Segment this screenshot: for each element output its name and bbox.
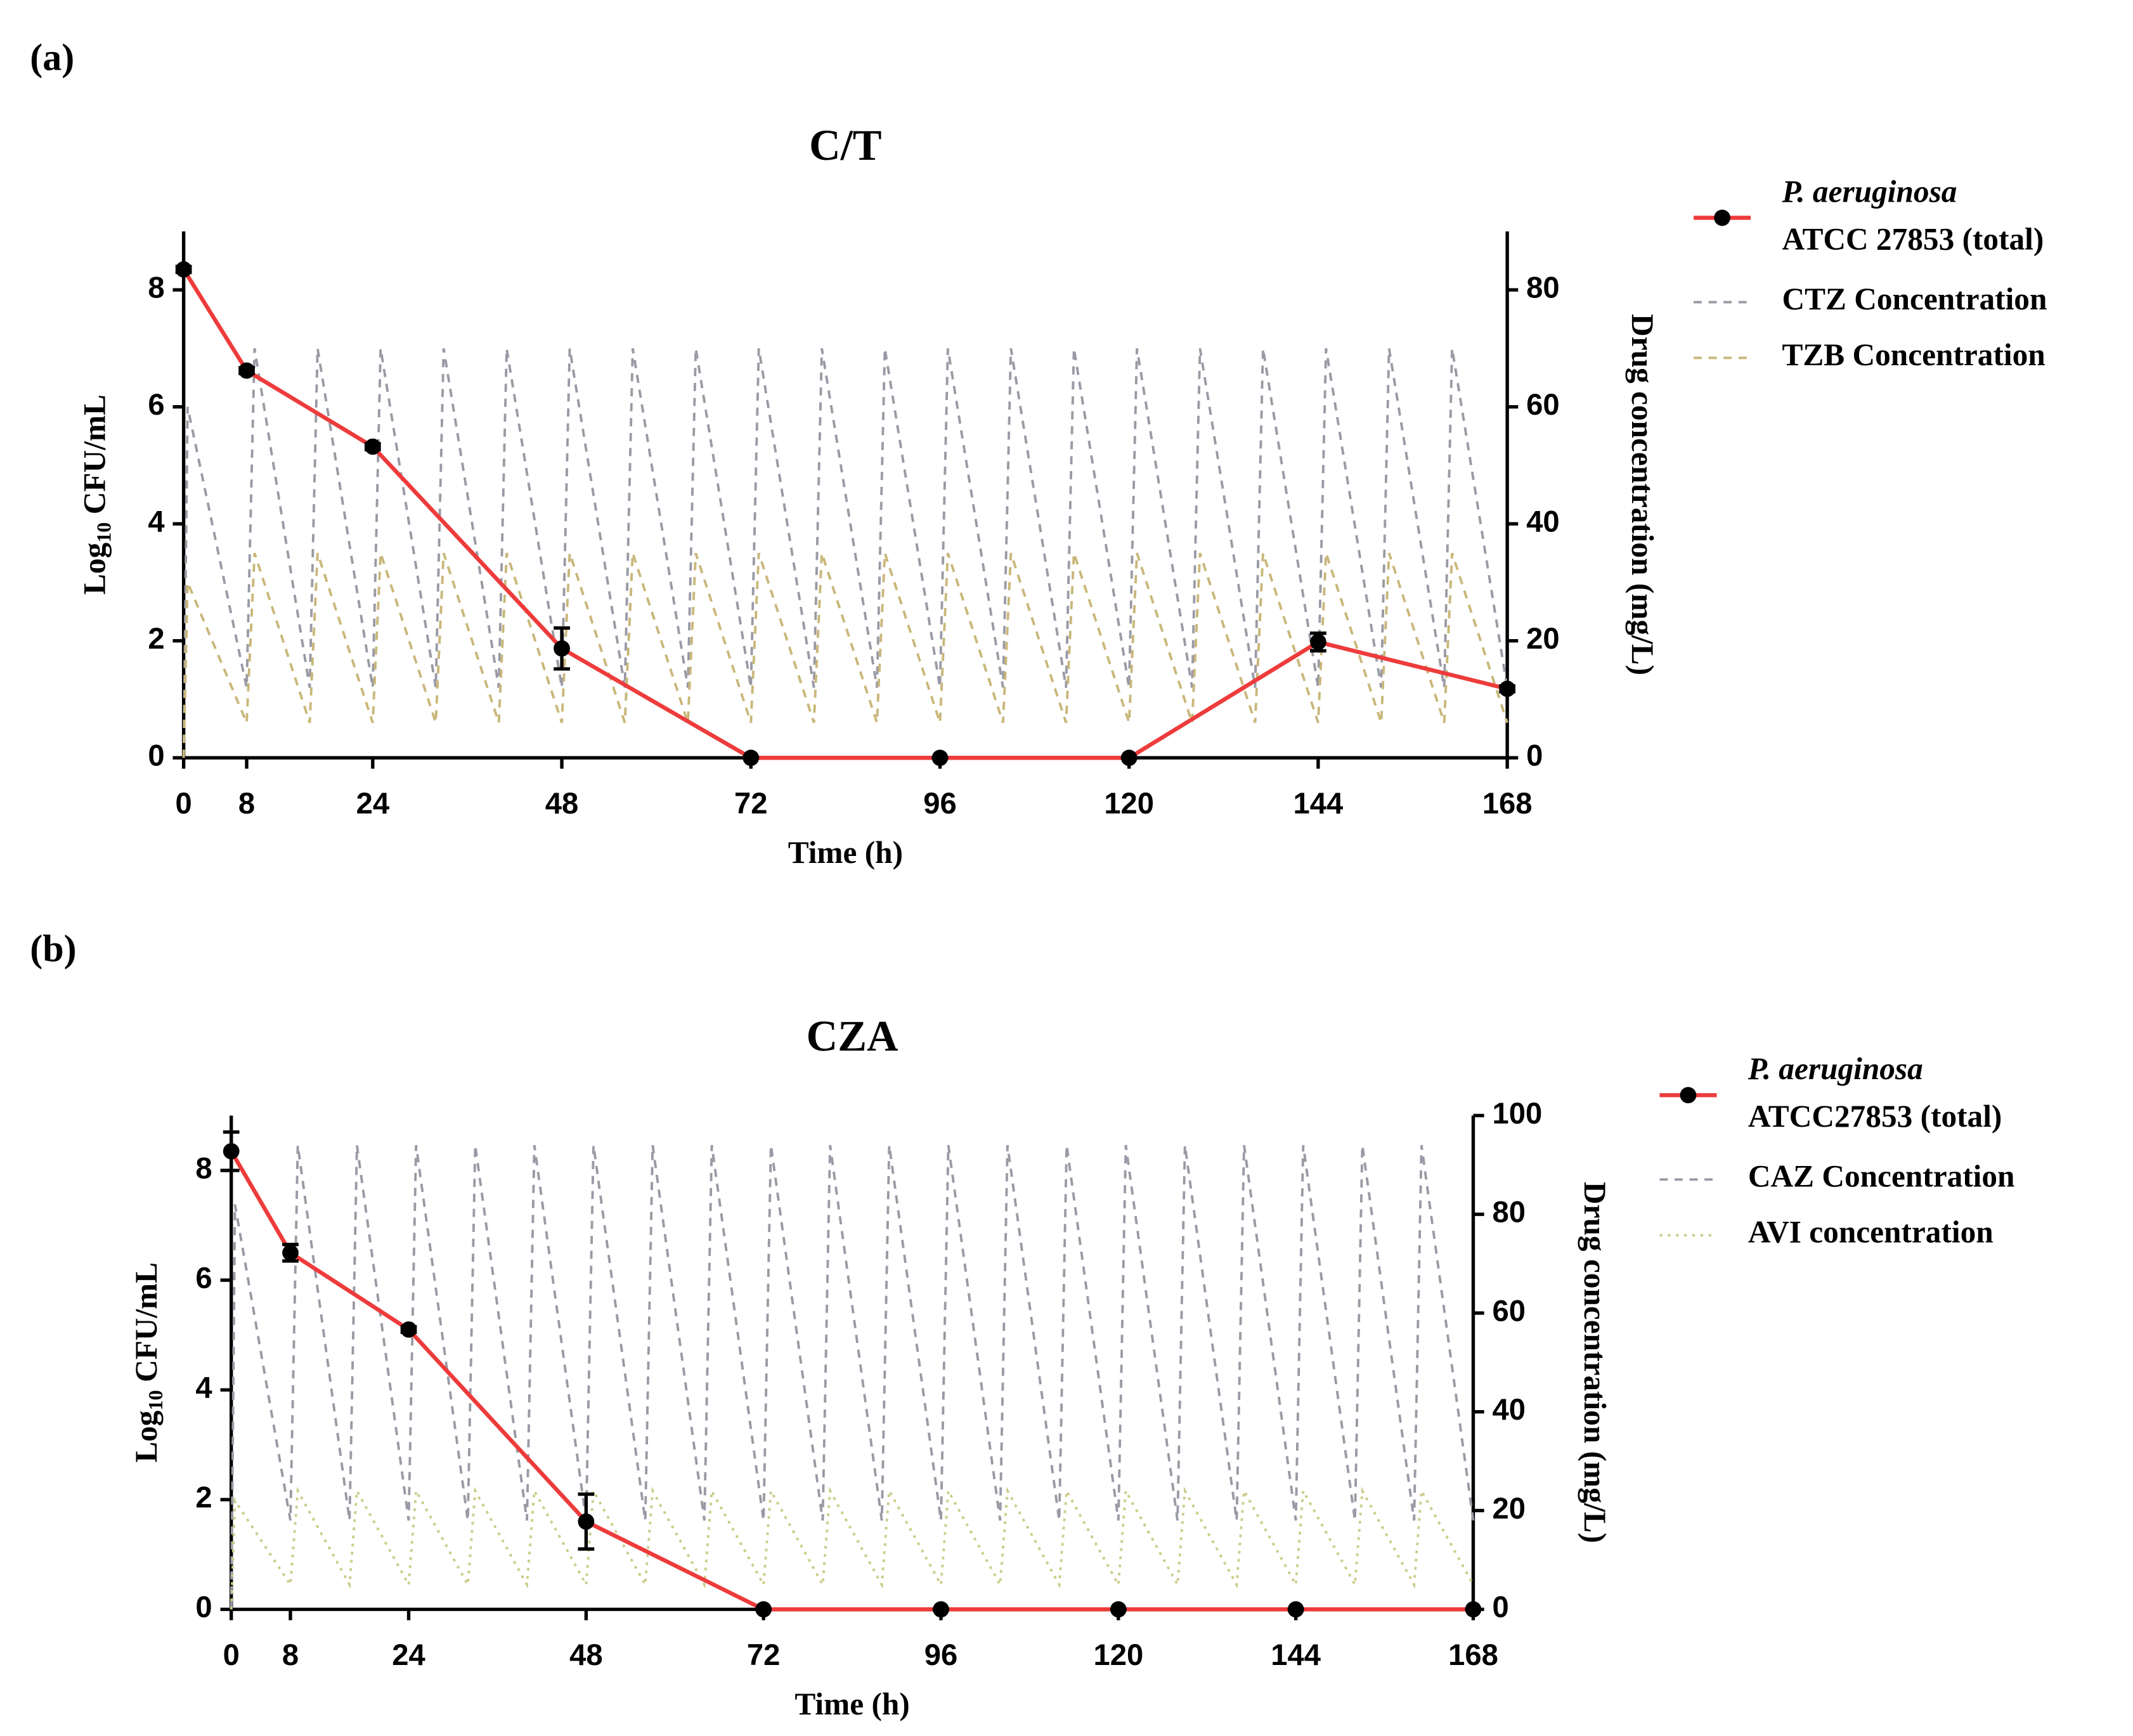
data-point [238,362,255,379]
y2-tick-label: 60 [1493,1294,1526,1328]
y-axis-label-part: Log [129,1410,164,1463]
x-axis-label: Time (h) [788,835,903,870]
y-tick-label: 0 [195,1591,212,1624]
x-tick-label: 24 [356,787,390,820]
y-axis-label: Log10 CFU/mL [77,394,115,595]
x-tick-label: 96 [924,1638,958,1672]
y-tick-label: 6 [148,388,164,422]
y2-tick-label: 40 [1493,1393,1526,1427]
series-line [230,1486,1475,1610]
y2-tick-label: 40 [1526,505,1560,539]
legend-label: P. aeruginosa [1747,1051,1923,1086]
x-tick-label: 72 [747,1638,781,1672]
x-tick-label: 168 [1448,1638,1498,1672]
y2-tick-label: 80 [1526,271,1560,305]
x-tick-label: 96 [923,787,957,820]
data-point [282,1244,299,1261]
data-point [755,1601,772,1618]
data-point [364,438,381,455]
x-tick-label: 144 [1271,1638,1321,1672]
y2-tick-label: 80 [1493,1196,1526,1229]
data-point [931,749,949,767]
data-point [1499,680,1515,697]
x-tick-label: 8 [238,787,255,820]
data-point [1310,633,1326,651]
y-tick-label: 4 [148,505,164,539]
data-point [933,1601,949,1618]
data-point [400,1321,417,1338]
x-tick-label: 120 [1104,787,1154,820]
legend-marker [1714,209,1730,226]
x-tick-label: 0 [223,1638,240,1672]
y-axis-label-part: Log [77,542,112,595]
y-tick-label: 0 [148,739,164,773]
x-tick-label: 0 [176,787,192,820]
legend-label: TZB Concentration [1782,337,2045,372]
data-point [578,1513,595,1530]
series-line [181,268,1508,760]
y-axis-label: Log10 CFU/mL [129,1262,167,1463]
x-tick-label: 168 [1482,787,1533,820]
y-axis-label-sub: 10 [144,1390,167,1410]
legend-label: CAZ Concentration [1748,1159,2015,1194]
x-tick-label: 48 [569,1638,602,1672]
y2-tick-label: 100 [1493,1097,1543,1130]
series-line [182,552,1508,758]
chart-panel: (a)C/T0 8 24 48 72 96 120 144 16802468020406080T… [30,36,2047,870]
x-tick-label: 24 [392,1638,425,1672]
chart-title: C/T [809,121,881,169]
x-tick-label: 120 [1093,1638,1143,1672]
data-point [554,640,570,657]
y2-tick-label: 0 [1493,1591,1509,1624]
y-tick-label: 6 [195,1262,212,1295]
legend-marker [1680,1087,1697,1104]
series-line [182,348,1509,758]
legend-label: P. aeruginosa [1781,174,1957,209]
x-tick-label: 72 [734,787,768,820]
data-point [1120,749,1138,767]
y-tick-label: 2 [148,622,164,656]
y2-tick-label: 20 [1493,1492,1526,1525]
legend-label: AVI concentration [1748,1215,1994,1250]
y-axis-label-part: CFU/mL [77,394,112,522]
series-line [230,1144,1475,1610]
chart-title: CZA [807,1012,898,1060]
legend-label: ATCC 27853 (total) [1782,221,2044,256]
y-tick-label: 4 [195,1371,212,1405]
y2-tick-label: 0 [1526,739,1543,773]
y2-axis-label: Drug concentration (mg/L) [1625,314,1660,675]
y2-axis-label: Drug concentration (mg/L) [1578,1182,1612,1543]
x-axis-label: Time (h) [794,1687,909,1721]
y-tick-label: 8 [148,271,164,305]
x-tick-label: 8 [282,1638,299,1672]
y-axis-label-part: CFU/mL [129,1262,164,1390]
data-point [223,1143,240,1160]
legend-label: ATCC27853 (total) [1748,1099,2002,1134]
y2-tick-label: 60 [1526,388,1560,422]
data-point [742,749,760,767]
panel-label: (a) [30,36,74,79]
panel-label: (b) [30,927,76,969]
x-tick-label: 48 [545,787,579,820]
legend-label: CTZ Concentration [1782,282,2047,316]
data-point [175,261,192,278]
data-point [1287,1601,1304,1618]
x-tick-label: 144 [1293,787,1344,820]
series-line [229,1150,1474,1612]
y-tick-label: 2 [195,1481,212,1515]
y2-tick-label: 20 [1526,622,1560,656]
data-point [1110,1601,1127,1618]
y-tick-label: 8 [195,1151,212,1185]
data-point [1465,1601,1482,1618]
y-axis-label-sub: 10 [93,522,115,543]
